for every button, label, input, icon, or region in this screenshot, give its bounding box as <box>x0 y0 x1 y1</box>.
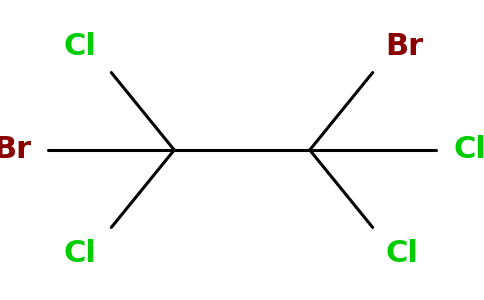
Text: Br: Br <box>385 32 424 61</box>
Text: Br: Br <box>0 136 31 164</box>
Text: Cl: Cl <box>64 32 97 61</box>
Text: Cl: Cl <box>64 239 97 268</box>
Text: Cl: Cl <box>453 136 484 164</box>
Text: Cl: Cl <box>385 239 418 268</box>
